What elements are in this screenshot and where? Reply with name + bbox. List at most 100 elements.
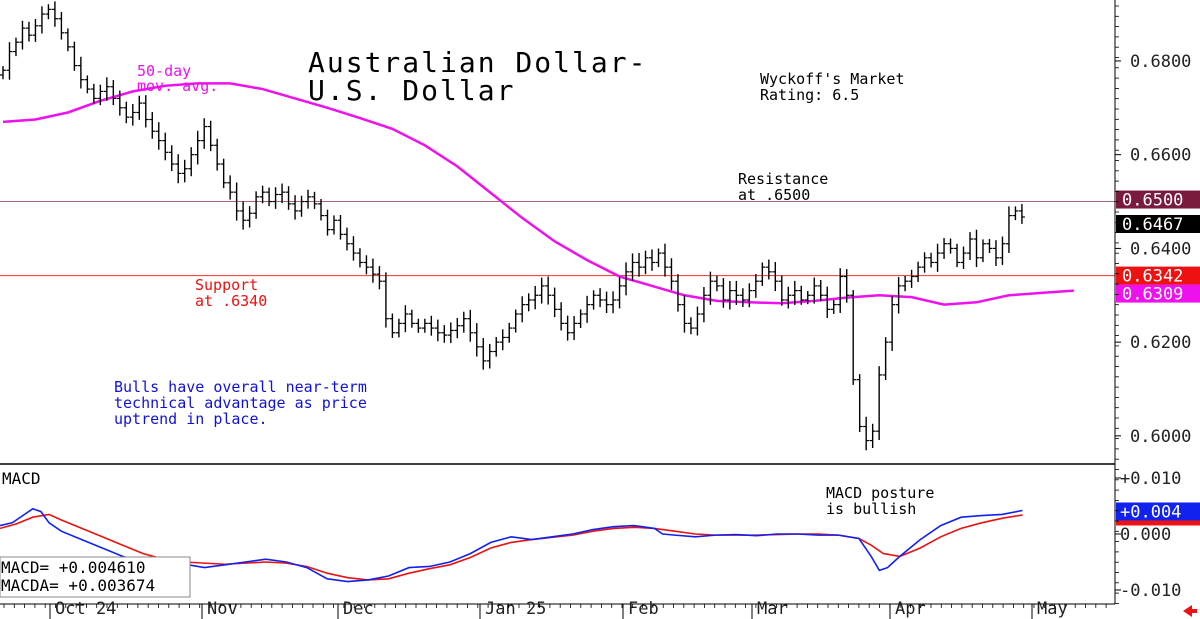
ohlc-bar (850, 290, 857, 385)
moving-average-line (2, 82, 1074, 306)
ohlc-bar (603, 291, 610, 314)
moving-average-label: 50-day mov. avg. (137, 62, 218, 95)
ohlc-bar (960, 246, 967, 269)
ohlc-bar (532, 285, 539, 310)
ohlc-bar (629, 253, 636, 281)
macda-badge-bg (1116, 520, 1200, 526)
macd-badge: +0.004 (1116, 502, 1200, 526)
ohlc-bar (551, 287, 558, 318)
ohlc-bar (752, 273, 759, 298)
ohlc-bar (642, 250, 649, 275)
ohlc-bar (954, 243, 961, 268)
ma-badge: 0.6309 (1116, 284, 1200, 305)
ohlc-bar (227, 175, 234, 200)
ohlc-bar (318, 199, 325, 221)
macd-readout-line: MACDA= +0.003674 (1, 576, 155, 595)
ohlc-bar (915, 261, 922, 283)
ohlc-bar (214, 138, 221, 171)
ohlc-bar (986, 239, 993, 254)
ohlc-bar (525, 293, 532, 312)
price-tick-label: 0.6000 (1130, 427, 1191, 447)
ohlc-bar (674, 274, 681, 312)
ohlc-bar (467, 309, 474, 342)
ohlc-bar (746, 283, 753, 308)
ohlc-bar (382, 272, 389, 328)
ohlc-bar (324, 209, 331, 236)
ohlc-bar (765, 259, 772, 280)
ohlc-bar (739, 288, 746, 307)
ohlc-bar (811, 277, 818, 304)
ohlc-bar (292, 195, 299, 220)
ohlc-bar (25, 21, 32, 42)
ohlc-bar (726, 281, 733, 310)
ohlc-bar (668, 258, 675, 291)
ohlc-bar (979, 239, 986, 263)
ohlc-bar (207, 120, 214, 152)
macd-badge-bg (1116, 502, 1200, 521)
ohlc-bar (934, 243, 941, 272)
ohlc-bar (473, 323, 480, 357)
ohlc-bar (123, 101, 130, 124)
ohlc-bar (655, 248, 662, 268)
ohlc-bar (558, 302, 565, 331)
ma-badge-text: 0.6309 (1122, 285, 1183, 305)
ohlc-bar (369, 258, 376, 283)
ohlc-bar (681, 295, 688, 333)
ohlc-bar (71, 41, 78, 71)
ohlc-bar (103, 77, 110, 101)
ohlc-bar (707, 271, 714, 305)
ohlc-bar (623, 262, 630, 296)
ohlc-bar (402, 305, 409, 333)
macd-tick-label: +0.010 (1120, 469, 1181, 489)
ohlc-bar (837, 268, 844, 313)
ohlc-bar (661, 243, 668, 277)
ohlc-bar (928, 252, 935, 268)
ohlc-bar (395, 318, 402, 338)
x-tick-label: Apr (895, 599, 926, 619)
support-badge: 0.6342 (1116, 266, 1200, 287)
last-price-badge: 0.6467 (1116, 215, 1200, 235)
ohlc-bar (817, 279, 824, 302)
ohlc-bar (584, 295, 591, 323)
ohlc-bar (759, 262, 766, 286)
ohlc-bar (616, 277, 623, 309)
ohlc-bar (272, 187, 279, 209)
chart-title: Australian Dollar-U.S. Dollar (308, 46, 647, 107)
price-tick-label: 0.6800 (1130, 52, 1191, 72)
price-tick-label: 0.6600 (1130, 146, 1191, 166)
ohlc-bar (772, 262, 779, 292)
ohlc-bar (649, 249, 655, 271)
ohlc-bar (389, 313, 396, 338)
ohlc-bar (480, 338, 487, 370)
ohlc-bar (967, 232, 974, 261)
ohlc-bar (1005, 206, 1012, 253)
resistance-badge-bg (1116, 190, 1200, 209)
x-tick-label: Mar (757, 599, 788, 619)
macd-tick-label: -0.010 (1120, 581, 1181, 601)
ohlc-bar (45, 4, 52, 20)
scroll-left-arrow-icon[interactable] (1183, 605, 1197, 617)
ohlc-bar (597, 288, 604, 308)
ohlc-bar (908, 269, 915, 288)
ohlc-bar (350, 236, 357, 261)
ohlc-bar (194, 130, 201, 165)
last-price-badge-bg (1116, 215, 1200, 234)
ohlc-bar (545, 276, 552, 305)
ohlc-bar (259, 185, 266, 204)
ohlc-bar (415, 318, 422, 333)
ohlc-bar (305, 189, 312, 209)
last-price-badge-text: 0.6467 (1122, 215, 1183, 235)
ohlc-bar (285, 186, 292, 210)
ohlc-bar (590, 290, 597, 310)
macd-panel: +0.010 0.000 -0.010 +0.004 MACD MACD posture i… (0, 469, 1200, 601)
support-badge-bg (1116, 266, 1200, 285)
ohlc-bar (785, 286, 792, 309)
ohlc-bar (51, 1, 58, 27)
ohlc-bar (824, 286, 831, 318)
ohlc-bar (687, 317, 694, 335)
ohlc-bar (90, 83, 97, 104)
ohlc-bar (19, 20, 26, 50)
ohlc-bar (577, 309, 584, 329)
ohlc-bar (863, 416, 870, 451)
resistance-badge-text: 0.6500 (1122, 191, 1183, 211)
